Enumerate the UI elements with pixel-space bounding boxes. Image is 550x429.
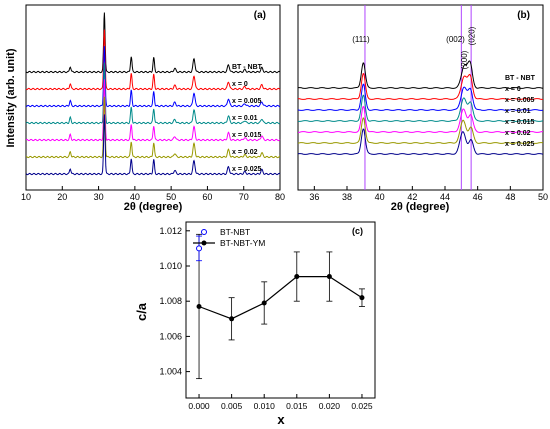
panel-b-peak-label-002: (002) — [446, 35, 465, 44]
panel-b-trace-x-0-005 — [297, 83, 544, 111]
panel-b-trace-x-0-015 — [298, 105, 543, 133]
panel-c-line-bt-nbt-ym — [198, 276, 363, 320]
panel-c-point-bt-nbt-ym — [326, 274, 332, 280]
panel-c-point-bt-nbt — [196, 245, 203, 252]
legend-marker-bt-nbt — [201, 229, 207, 235]
panel-c-xtick-label: 0.025 — [351, 401, 373, 411]
panel-b-trace-x-0-01 — [297, 94, 544, 122]
panel-a-series-label-x-0-02: x = 0.02 — [232, 149, 258, 156]
panel-c-ylabel: c/a — [134, 302, 149, 321]
panel-a-trace-bt-nbt — [25, 12, 281, 74]
panel-a-xtick-label: 20 — [57, 192, 67, 202]
panel-c-label: (c) — [352, 226, 363, 236]
panel-b-label: (b) — [517, 10, 530, 21]
panel-c-point-bt-nbt-ym — [261, 300, 267, 306]
panel-c-frame — [185, 221, 376, 399]
panel-a-xtick-label: 30 — [94, 192, 104, 202]
panel-a-label: (a) — [254, 10, 266, 21]
panel-c-point-bt-nbt-ym — [294, 274, 300, 280]
panel-a-xtick-label: 60 — [202, 192, 212, 202]
panel-a-xtick-label: 40 — [130, 192, 140, 202]
panel-b-xtick-label: 40 — [375, 192, 385, 202]
panel-a-trace-x-0-005 — [25, 46, 280, 108]
panel-b-series-label-x-0-015: x = 0.015 — [505, 119, 534, 126]
panel-b-series-label-bt-nbt: BT - NBT — [505, 75, 536, 82]
panel-c-ytick-label: 1.004 — [159, 367, 182, 377]
panel-b: BT - NBT x = 0 x = 0.005 x = 0.01 x = 0.015 x… — [297, 4, 548, 213]
panel-b-xlabel: 2θ (degree) — [391, 201, 450, 213]
panel-c-xtick-label: 0.015 — [286, 401, 308, 411]
panel-c: 1.004 1.006 1.008 1.010 1.012 0.000 0.005 0.01… — [134, 221, 376, 427]
panel-b-series-label-x-0: x = 0 — [505, 86, 521, 93]
panel-b-xtick-label: 46 — [473, 192, 483, 202]
panel-a-series-label-bt-nbt: BT - NBT — [232, 64, 263, 71]
panel-a-series-label-x-0-01: x = 0.01 — [232, 115, 258, 122]
panel-a-xtick-label: 70 — [239, 192, 249, 202]
panel-c-point-bt-nbt-ym — [359, 295, 365, 301]
panel-c-ytick-label: 1.010 — [159, 261, 182, 271]
panel-b-trace-x-0 — [298, 73, 543, 100]
panel-b-xtick-label: 38 — [342, 192, 352, 202]
legend-label-bt-nbt-ym: BT-NBT-YM — [220, 238, 265, 248]
panel-a-series-label-x-0-025: x = 0.025 — [232, 166, 261, 173]
panel-c-point-bt-nbt-ym — [196, 303, 202, 309]
panel-a-frame — [25, 4, 281, 191]
panel-a-trace-x-0-01 — [25, 62, 281, 125]
panel-c-xtick-label: 0.010 — [254, 401, 276, 411]
panel-a-series-label-x-0-015: x = 0.015 — [232, 132, 261, 139]
legend-marker-bt-nbt-ym — [201, 240, 207, 246]
panel-b-series-label-x-0-02: x = 0.02 — [505, 130, 531, 137]
panel-c-ytick-label: 1.008 — [159, 296, 182, 306]
panel-c-xtick-label: 0.005 — [221, 401, 243, 411]
panel-a-trace-x-0-02 — [26, 96, 280, 159]
panel-c-xtick-label: 0.000 — [188, 401, 210, 411]
panel-b-xtick-label: 48 — [505, 192, 515, 202]
panel-a: BT - NBT x = 0 x = 0.005 x = 0.01 x = 0.015 x… — [5, 4, 285, 213]
panel-c-xtick-label: 0.020 — [319, 401, 341, 411]
panel-b-peak-label-020: (020) — [467, 26, 476, 45]
panel-b-series-label-x-0-005: x = 0.005 — [505, 97, 534, 104]
panel-a-trace-x-0-015 — [25, 79, 281, 142]
panel-a-series-label-x-0-005: x = 0.005 — [232, 98, 261, 105]
panel-c-ytick-label: 1.006 — [159, 331, 182, 341]
panel-b-peak-label-111: (111) — [352, 35, 370, 44]
panel-b-xtick-label: 36 — [309, 192, 319, 202]
panel-b-frame — [297, 4, 544, 191]
panel-c-point-bt-nbt-ym — [229, 316, 235, 322]
panel-a-series-label-x-0: x = 0 — [232, 81, 248, 88]
panel-b-xtick-label: 42 — [407, 192, 417, 202]
panel-a-ylabel: Intensity (arb. unit) — [5, 48, 17, 147]
panel-a-trace-x-0 — [25, 29, 281, 91]
panel-c-ytick-label: 1.012 — [159, 226, 182, 236]
panel-a-xtick-label: 10 — [21, 192, 31, 202]
panel-a-xtick-label: 50 — [166, 192, 176, 202]
panel-b-trace-x-0-02 — [297, 117, 544, 144]
panel-b-series-label-x-0-01: x = 0.01 — [505, 108, 531, 115]
panel-b-trace-bt-nbt — [297, 60, 544, 89]
panel-c-xlabel: x — [277, 412, 285, 427]
legend-label-bt-nbt: BT-NBT — [220, 227, 250, 237]
panel-b-series-label-x-0-025: x = 0.025 — [505, 141, 534, 148]
panel-a-xtick-label: 80 — [275, 192, 285, 202]
panel-b-xtick-label: 50 — [538, 192, 548, 202]
panel-b-trace-x-0-025 — [297, 128, 544, 155]
panel-b-peak-label-200: (200) — [460, 50, 469, 69]
panel-a-trace-x-0-025 — [25, 114, 281, 176]
panel-c-legend: BT-NBT BT-NBT-YM — [193, 227, 265, 248]
panel-a-xlabel: 2θ (degree) — [124, 201, 183, 213]
panel-b-xtick-label: 44 — [440, 192, 450, 202]
